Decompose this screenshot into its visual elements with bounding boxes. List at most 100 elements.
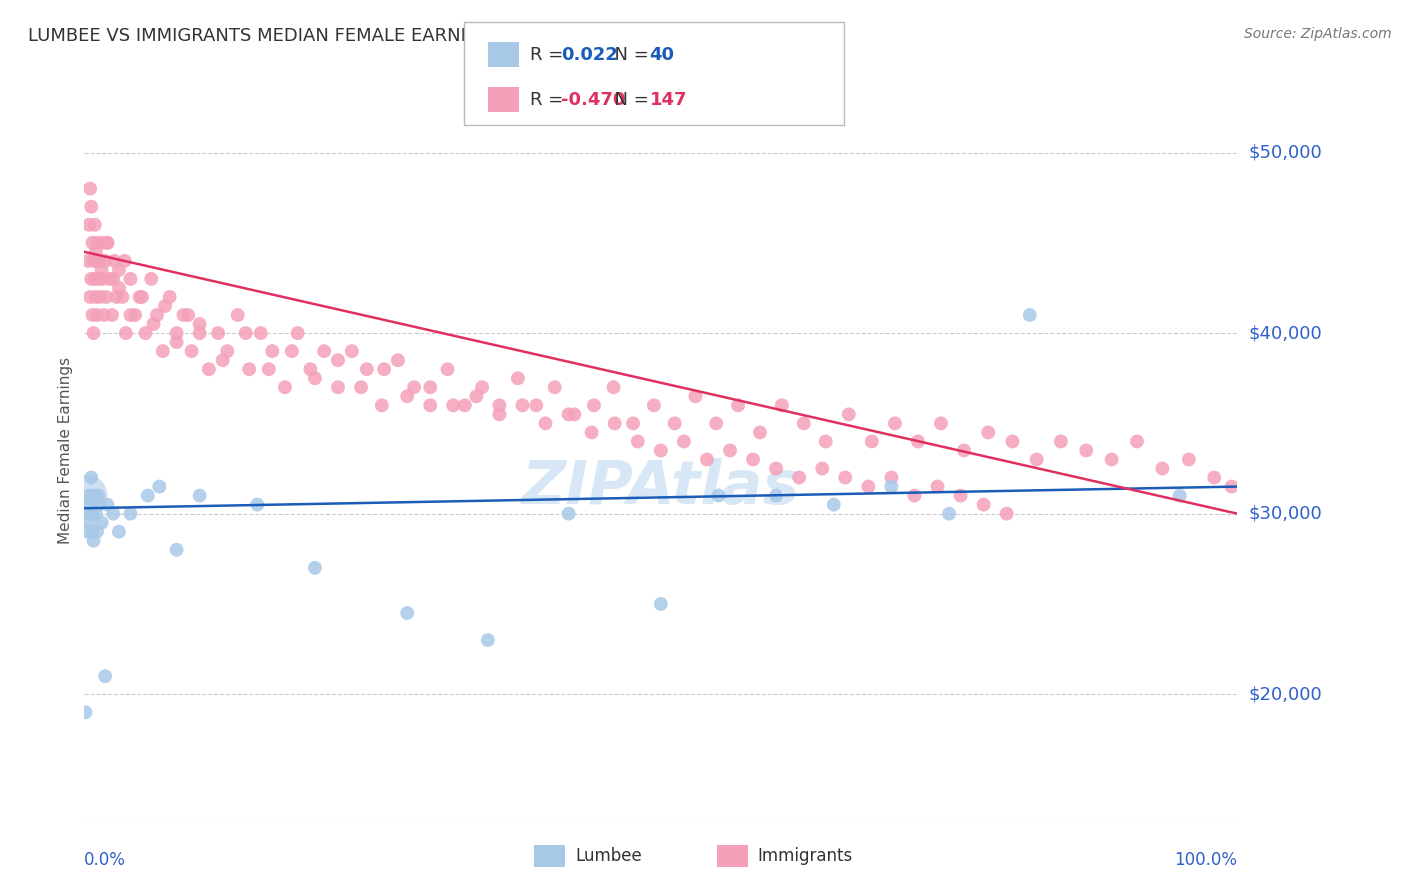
Point <box>471 380 494 394</box>
Point <box>387 353 409 368</box>
Point <box>105 290 128 304</box>
Point <box>340 344 363 359</box>
Point <box>765 489 787 503</box>
Point <box>96 235 118 250</box>
Point <box>650 443 672 458</box>
Point <box>995 507 1018 521</box>
Point <box>396 389 419 403</box>
Point <box>727 398 749 412</box>
Point <box>454 398 477 412</box>
Point <box>858 479 880 493</box>
Point <box>582 398 605 412</box>
Point <box>103 272 124 286</box>
Point <box>373 362 395 376</box>
Point <box>86 235 108 250</box>
Point <box>787 470 810 484</box>
Point <box>927 479 949 493</box>
Point <box>246 498 269 512</box>
Point <box>506 371 529 385</box>
Point <box>166 335 188 350</box>
Point <box>82 507 104 521</box>
Text: R =: R = <box>530 45 569 64</box>
Point <box>80 507 103 521</box>
Point <box>84 290 107 304</box>
Point <box>814 434 837 449</box>
Point <box>765 461 787 475</box>
Point <box>114 253 136 268</box>
Point <box>627 434 650 449</box>
Point <box>477 633 499 648</box>
Point <box>1001 434 1024 449</box>
Point <box>79 516 101 530</box>
Point <box>142 317 165 331</box>
Text: $30,000: $30,000 <box>1249 505 1322 523</box>
Point <box>704 417 727 431</box>
Point <box>83 218 105 232</box>
Point <box>76 253 98 268</box>
Point <box>177 308 200 322</box>
Point <box>707 489 730 503</box>
Text: Source: ZipAtlas.com: Source: ZipAtlas.com <box>1244 27 1392 41</box>
Point <box>80 272 103 286</box>
Point <box>84 244 107 259</box>
Point <box>938 507 960 521</box>
Point <box>87 489 110 503</box>
Point <box>621 417 644 431</box>
Point <box>83 533 105 548</box>
Point <box>602 380 624 394</box>
Point <box>77 218 100 232</box>
Point <box>198 362 221 376</box>
Point <box>76 498 98 512</box>
Point <box>883 417 905 431</box>
Point <box>82 308 104 322</box>
Point <box>101 308 124 322</box>
Point <box>1204 470 1226 484</box>
Point <box>134 326 156 340</box>
Point <box>120 507 142 521</box>
Point <box>89 498 111 512</box>
Point <box>188 326 211 340</box>
Point <box>77 489 100 503</box>
Point <box>557 507 579 521</box>
Point <box>718 443 741 458</box>
Text: -0.470: -0.470 <box>561 91 626 109</box>
Point <box>465 389 488 403</box>
Point <box>90 235 112 250</box>
Text: Immigrants: Immigrants <box>758 847 853 865</box>
Point <box>96 235 118 250</box>
Point <box>159 290 181 304</box>
Point <box>977 425 1000 440</box>
Point <box>834 470 856 484</box>
Point <box>180 344 202 359</box>
Point <box>1152 461 1174 475</box>
Point <box>1076 443 1098 458</box>
Point <box>880 470 903 484</box>
Point <box>299 362 322 376</box>
Point <box>811 461 834 475</box>
Point <box>557 408 579 422</box>
Point <box>838 408 860 422</box>
Point <box>650 597 672 611</box>
Point <box>93 308 115 322</box>
Text: N =: N = <box>603 45 655 64</box>
Point <box>304 371 326 385</box>
Point <box>326 353 349 368</box>
Point <box>111 290 134 304</box>
Point <box>643 398 665 412</box>
Point <box>96 498 118 512</box>
Point <box>281 344 304 359</box>
Point <box>79 507 101 521</box>
Point <box>350 380 373 394</box>
Point <box>108 524 131 539</box>
Text: 147: 147 <box>650 91 688 109</box>
Point <box>82 235 104 250</box>
Text: LUMBEE VS IMMIGRANTS MEDIAN FEMALE EARNINGS CORRELATION CHART: LUMBEE VS IMMIGRANTS MEDIAN FEMALE EARNI… <box>28 27 706 45</box>
Point <box>75 706 97 720</box>
Point <box>83 489 105 503</box>
Point <box>89 253 111 268</box>
Point <box>79 181 101 195</box>
Point <box>524 398 547 412</box>
Point <box>146 308 169 322</box>
Point <box>211 353 233 368</box>
Point <box>76 507 98 521</box>
